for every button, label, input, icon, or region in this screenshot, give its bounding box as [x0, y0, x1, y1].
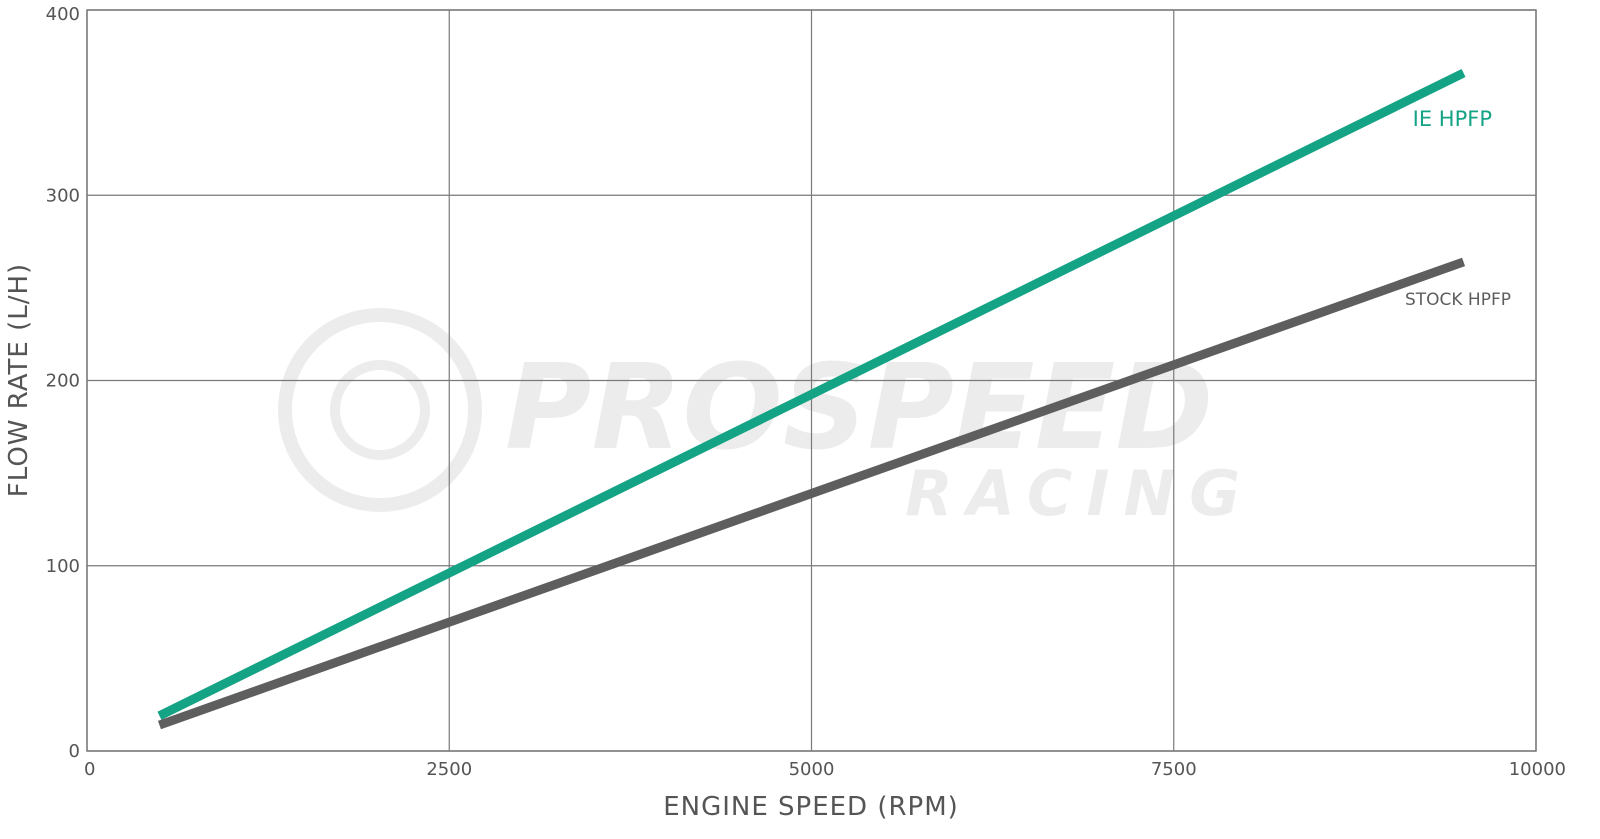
x-tick-label: 10000 [1509, 759, 1566, 780]
y-tick-labels: 0 100 200 300 400 [46, 4, 80, 762]
y-tick-label: 100 [46, 556, 80, 577]
series-line-ie-hpfp [157, 68, 1466, 720]
watermark-turbo-inner-icon [330, 360, 430, 460]
watermark-line2: RACING [905, 457, 1254, 530]
y-tick-label: 300 [46, 185, 80, 206]
y-axis-title: FLOW RATE (L/H) [4, 263, 34, 497]
grid [86, 9, 1537, 752]
x-axis-title: ENGINE SPEED (RPM) [663, 792, 959, 822]
x-tick-labels: 0 2500 5000 7500 10000 [84, 759, 1566, 780]
series-line-stock-hpfp [157, 257, 1466, 730]
watermark-turbo-icon [278, 308, 482, 512]
y-tick-label: 0 [69, 741, 80, 762]
series-label-ie-hpfp: IE HPFP [1413, 107, 1492, 131]
series-label-stock-hpfp: STOCK HPFP [1405, 290, 1511, 310]
x-tick-label: 0 [84, 759, 95, 780]
x-tick-label: 7500 [1151, 759, 1197, 780]
watermark-logo: PROSPEED RACING [278, 308, 1254, 530]
watermark-line1: PROSPEED [505, 338, 1213, 476]
y-tick-label: 400 [46, 4, 80, 25]
x-tick-label: 2500 [426, 759, 472, 780]
y-tick-label: 200 [46, 371, 80, 392]
series-labels: IE HPFP STOCK HPFP [1405, 107, 1511, 310]
x-tick-label: 5000 [789, 759, 835, 780]
series-lines [157, 68, 1466, 730]
